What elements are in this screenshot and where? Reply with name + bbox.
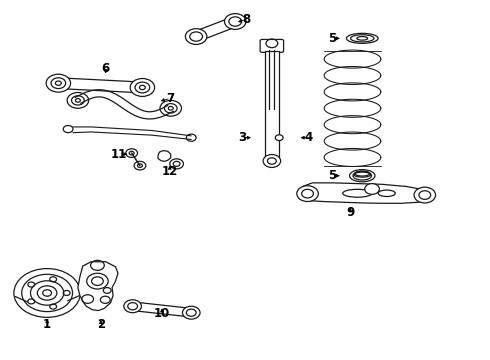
Text: 8: 8 (243, 13, 250, 26)
Circle shape (365, 184, 379, 194)
FancyBboxPatch shape (260, 40, 284, 52)
Circle shape (14, 269, 80, 318)
Text: 10: 10 (154, 307, 170, 320)
Text: 2: 2 (97, 318, 105, 331)
Text: 7: 7 (167, 92, 175, 105)
Circle shape (182, 306, 200, 319)
Circle shape (124, 300, 142, 313)
Circle shape (275, 135, 283, 140)
Ellipse shape (349, 170, 375, 182)
Text: 4: 4 (304, 131, 313, 144)
Text: 6: 6 (101, 62, 110, 75)
Polygon shape (299, 183, 431, 203)
Text: 5: 5 (328, 32, 336, 45)
Circle shape (224, 14, 246, 30)
Ellipse shape (346, 33, 378, 43)
Text: 9: 9 (346, 206, 354, 219)
Text: 3: 3 (239, 131, 246, 144)
Circle shape (170, 159, 183, 169)
Circle shape (263, 154, 281, 167)
Polygon shape (158, 150, 171, 161)
Bar (265, 51, 279, 157)
Text: 11: 11 (111, 148, 127, 161)
Text: 1: 1 (43, 318, 51, 331)
Text: 12: 12 (162, 165, 178, 177)
Polygon shape (78, 262, 118, 311)
Circle shape (134, 161, 146, 170)
Circle shape (130, 78, 155, 96)
Circle shape (126, 149, 138, 157)
Circle shape (63, 126, 73, 133)
Circle shape (297, 186, 318, 202)
Circle shape (160, 100, 181, 116)
Text: 5: 5 (328, 169, 336, 182)
Circle shape (185, 29, 207, 44)
Circle shape (67, 93, 89, 108)
Circle shape (414, 187, 436, 203)
Circle shape (46, 74, 71, 92)
